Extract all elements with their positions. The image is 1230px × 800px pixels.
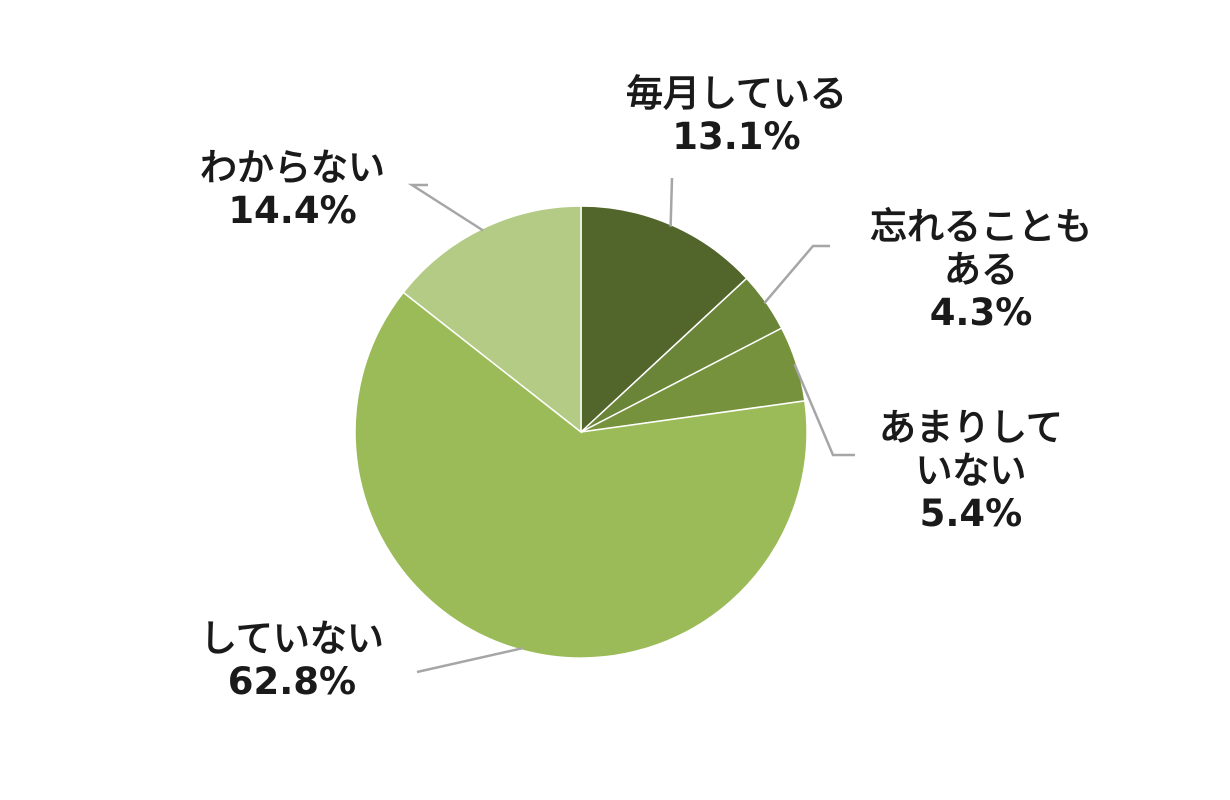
leader-lines xyxy=(407,177,855,674)
data-label-value: 14.4% xyxy=(228,189,357,232)
data-label-category: ある xyxy=(944,248,1018,291)
data-label-category: 毎月している xyxy=(626,72,847,115)
data-label-category: あまりして xyxy=(879,406,1063,449)
data-label-value: 5.4% xyxy=(919,492,1023,535)
data-label-category: 忘れることも xyxy=(870,205,1092,248)
data-label: わからない 14.4% xyxy=(200,146,385,232)
pie-slices xyxy=(354,205,808,659)
data-label: 忘れることも ある 4.3% xyxy=(870,205,1092,334)
leader-line xyxy=(416,646,523,674)
data-label-value: 13.1% xyxy=(672,115,801,158)
leader-line xyxy=(763,244,830,305)
leader-line xyxy=(669,177,674,227)
data-label-value: 4.3% xyxy=(929,291,1033,334)
data-label-category: わからない xyxy=(200,146,385,189)
data-label-category: していない xyxy=(200,617,384,660)
leader-line xyxy=(407,183,484,232)
pie-slice xyxy=(354,291,808,659)
data-label-value: 62.8% xyxy=(227,660,357,703)
data-label: していない 62.8% xyxy=(200,617,384,703)
leader-line xyxy=(793,363,855,457)
data-label-category: いない xyxy=(915,449,1027,492)
data-label: 毎月している 13.1% xyxy=(626,72,847,158)
data-label: あまりして いない 5.4% xyxy=(879,406,1063,535)
